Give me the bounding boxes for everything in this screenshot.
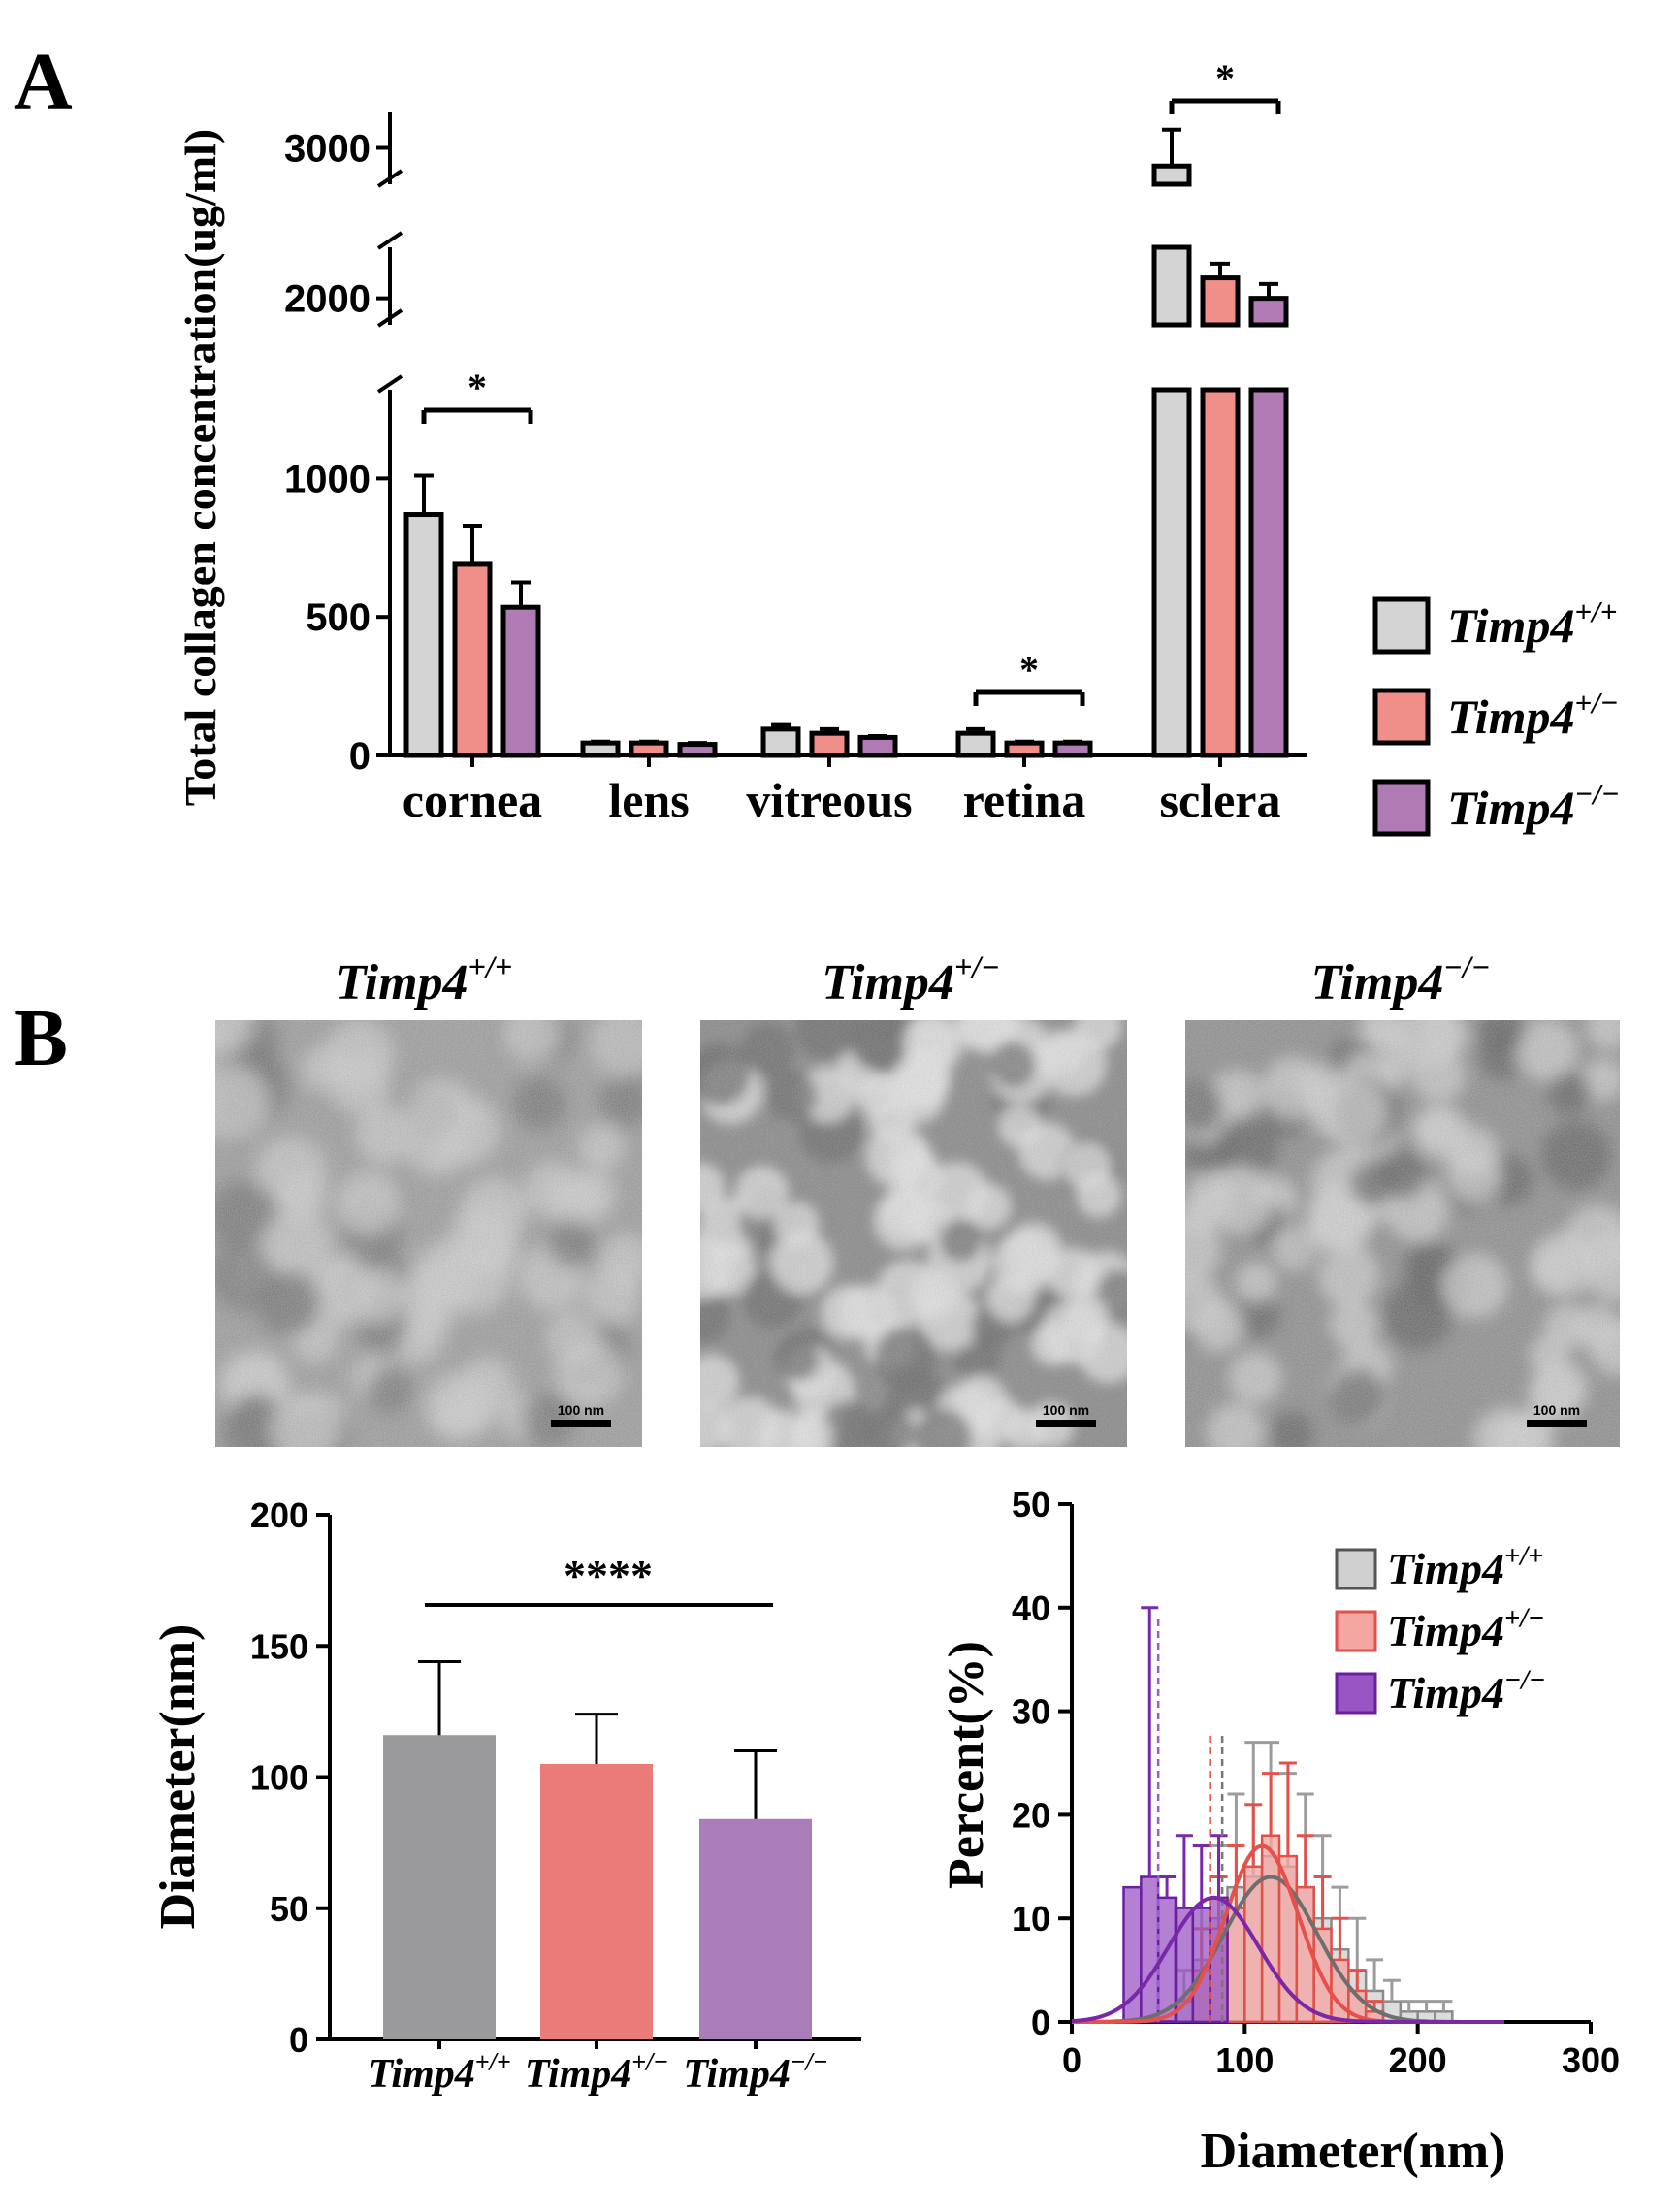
hist-bar-Timp4−/− <box>1140 1875 1160 2024</box>
tem-image-wt: 100 nm <box>215 1020 642 1447</box>
legend-label: Timp4−/− <box>1447 777 1620 835</box>
x-tick-label: Timp4−/− <box>683 2047 827 2097</box>
legend-swatch <box>1372 688 1431 746</box>
bar-Timp4−/− <box>1248 387 1289 758</box>
axis-break-mark <box>376 374 403 394</box>
significance-star: * <box>1019 648 1039 691</box>
y-tick-label: 500 <box>306 596 371 639</box>
bar-Timp4−/− <box>857 734 898 758</box>
y-tick-label: 40 <box>1012 1588 1050 1628</box>
x-tick-label: 100 <box>1215 2040 1274 2080</box>
tem-title: Timp4+/− <box>822 949 1000 1010</box>
legend-swatch <box>1335 1610 1377 1652</box>
tem-scale-label-ko: 100 nm <box>1533 1402 1580 1418</box>
y-tick-label: 0 <box>289 2020 308 2060</box>
bar-Timp4+/− <box>1200 275 1241 328</box>
y-tick-label: 150 <box>250 1626 308 1666</box>
tem-image-wt-svg: 100 nm <box>215 1020 642 1447</box>
bar-Timp4+/− <box>1004 740 1045 758</box>
significance-star: * <box>1215 56 1235 100</box>
bar-Timp4+/+ <box>403 512 444 758</box>
bar-Timp4+/+ <box>383 1735 496 2039</box>
significance-star: * <box>468 366 487 409</box>
bar-Timp4−/− <box>500 604 541 758</box>
tem-title: Timp4+/+ <box>336 949 512 1010</box>
bar-Timp4+/− <box>629 740 669 758</box>
bar-Timp4+/− <box>1200 387 1241 758</box>
significance-stars: **** <box>564 1551 653 1600</box>
tem-image-het: 100 nm <box>700 1020 1127 1447</box>
bar-Timp4+/− <box>452 561 493 758</box>
legend-swatch <box>1335 1672 1377 1715</box>
tem-titles: Timp4+/+ Timp4+/− Timp4−/− <box>336 949 1491 1010</box>
x-tick-label-vitreous: vitreous <box>746 773 912 827</box>
y-axis-label: Total collagen concentration(ug/ml) <box>176 129 225 806</box>
panel-label-a: A <box>14 37 73 127</box>
y-tick-label: 2000 <box>284 278 371 321</box>
bar-Timp4+/+ <box>1151 163 1192 187</box>
bar-Timp4+/− <box>809 730 850 758</box>
legend-label: Timp4+/− <box>1387 1604 1544 1655</box>
y-tick-label: 100 <box>250 1758 308 1798</box>
bar-Timp4−/− <box>699 1818 812 2039</box>
tem-title: Timp4−/− <box>1311 949 1491 1010</box>
y-tick-label: 50 <box>270 1889 308 1929</box>
gaussian-fit-Timp4−/− <box>1071 1895 1504 2024</box>
bar-Timp4+/+ <box>580 740 621 758</box>
panel-label-b: B <box>14 993 68 1083</box>
x-tick-label: Timp4+/− <box>525 2047 668 2097</box>
x-tick-label: 300 <box>1562 2040 1620 2080</box>
x-tick-label: 0 <box>1062 2040 1081 2080</box>
bar-Timp4+/+ <box>1151 387 1192 758</box>
x-tick-label-sclera: sclera <box>1160 773 1281 827</box>
legend-swatch <box>1335 1548 1377 1590</box>
tem-image-ko: 100 nm <box>1185 1020 1620 1447</box>
bar-Timp4−/− <box>1052 740 1093 758</box>
legend-label: Timp4+/− <box>1447 686 1619 744</box>
legend-label: Timp4+/+ <box>1447 594 1617 653</box>
tem-image-het-svg: 100 nm <box>700 1020 1127 1447</box>
legend-label: Timp4−/− <box>1387 1666 1545 1717</box>
hist-bar-Timp4+/− <box>1330 1958 1350 2024</box>
x-tick-label: 200 <box>1389 2040 1447 2080</box>
panel-b-histogram-chart: 0 10 20 30 40 50 0 100 200 300 Percent(%) Diameter(… <box>939 1485 1620 2179</box>
panel-a-chart: 0 500 1000 2000 3000 Total collagen concentra… <box>176 56 1620 837</box>
x-tick-label-retina: retina <box>963 773 1086 827</box>
axis-break-mark <box>376 308 403 328</box>
tem-scale-label-het: 100 nm <box>1043 1402 1089 1418</box>
bar-Timp4−/− <box>677 742 718 758</box>
bar-Timp4−/− <box>1248 296 1289 328</box>
tem-scale-label-wt: 100 nm <box>558 1402 604 1418</box>
y-tick-label: 3000 <box>284 128 371 171</box>
y-tick-label: 30 <box>1012 1692 1050 1732</box>
x-tick-label: Timp4+/+ <box>368 2047 510 2097</box>
y-tick-label: 200 <box>250 1495 308 1535</box>
x-axis-label: Diameter(nm) <box>1201 2124 1506 2179</box>
y-axis-label: Percent(%) <box>939 1641 994 1889</box>
bar-Timp4+/− <box>540 1763 653 2039</box>
legend-label: Timp4+/+ <box>1387 1542 1543 1593</box>
x-tick-label-cornea: cornea <box>403 773 542 827</box>
axis-break-mark <box>376 169 403 188</box>
bar-Timp4+/+ <box>1151 244 1192 328</box>
panel-b-diameter-chart: 0 50 100 150 200 Diameter(nm) Timp4+/+ Timp4+/−… <box>150 1495 861 2097</box>
y-tick-label: 10 <box>1012 1899 1050 1939</box>
y-tick-label: 20 <box>1012 1795 1050 1835</box>
x-tick-label-lens: lens <box>608 773 689 827</box>
bar-Timp4+/+ <box>955 730 996 758</box>
y-tick-label: 0 <box>349 735 371 778</box>
y-axis-label: Diameter(nm) <box>150 1624 206 1930</box>
y-tick-label: 0 <box>1031 2003 1050 2042</box>
legend-swatch <box>1372 596 1431 655</box>
y-tick-label: 50 <box>1012 1485 1050 1524</box>
axis-break-mark <box>376 231 403 250</box>
bar-Timp4+/+ <box>760 726 801 758</box>
tem-image-ko-svg: 100 nm <box>1185 1020 1620 1447</box>
legend-swatch <box>1372 779 1431 837</box>
y-tick-label: 1000 <box>284 458 371 500</box>
